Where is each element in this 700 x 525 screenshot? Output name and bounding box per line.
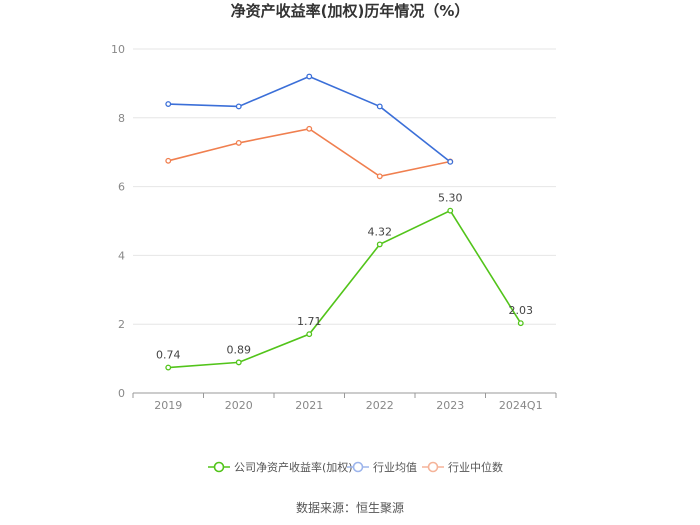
data-label: 0.89	[227, 343, 252, 356]
series-line	[168, 127, 451, 178]
data-label: 5.30	[438, 192, 463, 205]
data-label: 4.32	[368, 225, 393, 238]
data-point	[165, 364, 172, 371]
legend-label: 公司净资产收益率(加权)	[234, 460, 353, 474]
data-point	[517, 320, 524, 327]
legend-marker	[427, 461, 439, 473]
series-line	[168, 209, 522, 369]
data-point	[165, 101, 172, 107]
data-point	[306, 73, 313, 80]
data-point	[306, 125, 313, 132]
series-2	[165, 125, 454, 180]
legend-item-1: 行业均值	[347, 461, 417, 474]
x-tick-label: 2024Q1	[499, 399, 543, 412]
y-tick-label: 10	[111, 43, 125, 56]
series-0: 0.74 0.89 1.71 4.32 5.30 2.03	[156, 192, 534, 371]
legend-item-0: 公司净资产收益率(加权)	[208, 460, 353, 474]
y-tick-label: 8	[118, 112, 125, 125]
y-tick-label: 0	[118, 387, 125, 400]
y-axis: 0 2 4 6 8 10	[111, 43, 125, 400]
x-tick-label: 2019	[154, 399, 182, 412]
data-point	[165, 157, 172, 164]
x-tick-label: 2021	[295, 399, 323, 412]
x-tick-label: 2022	[366, 399, 394, 412]
y-tick-label: 4	[118, 249, 125, 262]
legend-marker	[213, 461, 225, 473]
legend-label: 行业中位数	[448, 460, 503, 474]
data-label: 0.74	[156, 349, 181, 362]
data-point	[376, 103, 383, 110]
data-point	[235, 139, 242, 146]
x-tick-label: 2020	[225, 399, 253, 412]
grid-lines	[133, 48, 556, 325]
x-axis: 2019 2020 2021 2022 2023 2024Q1	[132, 392, 557, 412]
legend-item-2: 行业中位数	[422, 460, 503, 474]
data-point	[447, 207, 454, 214]
data-point	[306, 331, 313, 338]
series-line	[168, 75, 451, 163]
legend-label: 行业均值	[373, 461, 417, 474]
legend-marker	[352, 461, 364, 473]
data-point	[376, 173, 383, 180]
series-1	[165, 73, 454, 165]
data-label: 2.03	[509, 304, 534, 317]
data-point	[235, 103, 242, 110]
data-point	[376, 241, 383, 248]
data-point	[235, 359, 242, 366]
chart-title: 净资产收益率(加权)历年情况（%）	[231, 2, 470, 20]
y-tick-label: 6	[118, 181, 125, 194]
legend: 公司净资产收益率(加权) 行业均值 行业中位数	[208, 460, 503, 474]
data-source: 数据来源：恒生聚源	[296, 500, 404, 515]
series-group: 0.74 0.89 1.71 4.32 5.30 2.03	[156, 73, 534, 371]
x-tick-label: 2023	[436, 399, 464, 412]
data-label: 1.71	[297, 315, 322, 328]
data-point	[447, 158, 454, 165]
y-tick-label: 2	[118, 318, 125, 331]
